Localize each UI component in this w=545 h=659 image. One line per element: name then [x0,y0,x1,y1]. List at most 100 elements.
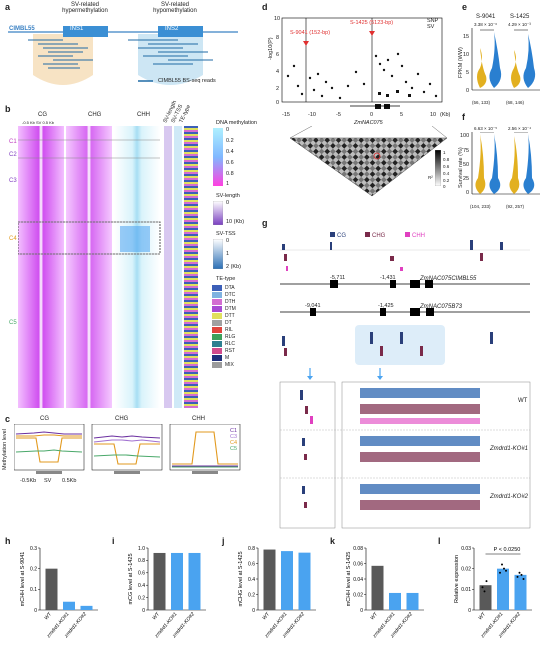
c-title-cg: CG [40,416,49,422]
gene-b73: ZmNAC075B73 [420,304,463,310]
ld-tick: 0 [443,184,446,189]
data-point [501,563,503,566]
s9041-label: S-9041 (152-bp) [290,30,331,36]
category-label: WT [261,611,271,622]
hyper-label: SV-related hypermethylation [62,2,108,14]
tetype-swatch [212,284,222,291]
tetype-legend-item: DTM [212,305,252,312]
category-label: WT [477,611,487,622]
b-axis-label: -0.5 Kb SV 0.5 Kb [22,120,55,125]
d-xtick: 5 [400,112,404,118]
panel-label-d: d [262,2,268,12]
g-pos1-a: -5,711 [330,275,346,281]
g-legend-chh-text: CHH [412,233,425,239]
g-pos2-a: -9,041 [305,303,321,309]
context-chg: CHG [88,112,102,118]
data-point [503,567,505,570]
g-sample-ko1: Zmdrd1-KO#1 [490,446,529,452]
y-tick-label: 0.4 [138,583,145,589]
y-axis-label: mCHH level at S-9041 [20,552,26,607]
svtss-colorbar [213,239,223,269]
tetype-label: DT [225,319,232,326]
d-ytick: 10 [274,16,281,22]
d-ytick: 0 [276,100,280,106]
tetype-label: M [225,354,230,361]
bar [298,552,311,610]
tetype-label: RLG [225,333,236,340]
tetype-label: DTM [225,305,236,312]
tetype-label: DTC [225,291,236,298]
bar [406,592,419,610]
svtss-tick: 1 [226,251,230,257]
dm-tick: 0.4 [226,149,234,155]
cimbl-label: CIMBL55 [9,26,35,32]
f-ytick: 75 [463,148,470,154]
g-pos1-b: -1,431 [380,275,396,281]
e-title-s9041: S-9041 [476,14,496,20]
tetype-legend-item: RLG [212,333,252,340]
svtss-legend-title: SV-TSS [216,231,236,237]
tetype-label: MIX [225,361,234,368]
panel-label-e: e [462,2,468,12]
dm-tick: 1 [226,181,230,187]
dm-tick: 0.2 [226,138,234,144]
c-xlabel-left: -0.5Kb [20,478,37,484]
c-title-chg: CHG [115,416,129,422]
bsseq-legend: CIMBL55 BS-seq reads [158,78,216,84]
tetype-legend-item: RST [212,347,252,354]
data-point [516,575,519,578]
tetype-legend-item: DTC [212,291,252,298]
tetype-legend-item: RIL [212,326,252,333]
s1425-label: S-1425 (5123-bp) [350,20,394,26]
hypo-label: SV-related hypomethylation [153,2,197,14]
methylation-profiles [14,424,241,474]
y-tick-label: 0.2 [248,592,255,598]
y-tick-label: 0 [142,608,145,614]
bar [45,568,58,610]
tetype-swatch [212,333,222,340]
e-pval-1: 3.38 × 10⁻⁶ [474,22,498,27]
ld-tick: 1 [443,150,446,155]
d-xtick: -10 [308,112,316,118]
d-legend-snp: SNP [427,18,439,24]
e-ytick: 10 [463,52,470,58]
g-sample-ko2: Zmdrd1-KO#2 [490,494,529,500]
heatmap-b [18,126,198,408]
g-legend-cg-text: CG [337,233,346,239]
tetype-legend-item: M [212,354,252,361]
category-label: WT [151,611,161,622]
y-tick-label: 0.1 [30,587,37,593]
y-axis-label: mCHH level at S-1425 [346,552,352,607]
ins1-label: INS1 [70,26,84,32]
ld-tick: 0.8 [443,157,450,162]
dm-tick: 0.8 [226,171,234,177]
ld-title: R² [428,175,433,180]
cluster-c5: C5 [9,320,17,326]
y-tick-label: 0.3 [30,546,37,552]
data-point [485,580,488,583]
y-tick-label: 0 [34,608,37,614]
data-point [522,578,525,580]
cluster-c2: C2 [9,152,17,158]
y-tick-label: 0.2 [30,566,37,572]
svtss-tick: 2 (Kb) [226,264,241,270]
cluster-c3: C3 [9,178,17,184]
bar [281,551,293,610]
violin-f [471,132,540,195]
tetype-swatch [212,312,222,319]
d-xtick: 10 [430,112,437,118]
c-title-chh: CHH [192,416,205,422]
y-tick-label: 0.08 [353,546,363,552]
y-tick-label: 0.6 [138,571,145,577]
bar [171,552,183,610]
f-n-1: (104, 233) [470,204,491,209]
d-gene-label: ZmNAC075 [354,120,383,126]
y-tick-label: 0 [468,608,471,614]
d-ylabel: -log10(P) [268,37,274,60]
d-legend-sv: SV [427,24,435,30]
svlen-tick: 0 [226,200,230,206]
data-point [505,569,507,572]
panel-label-b: b [5,104,11,114]
panel-label-h: h [5,536,11,546]
